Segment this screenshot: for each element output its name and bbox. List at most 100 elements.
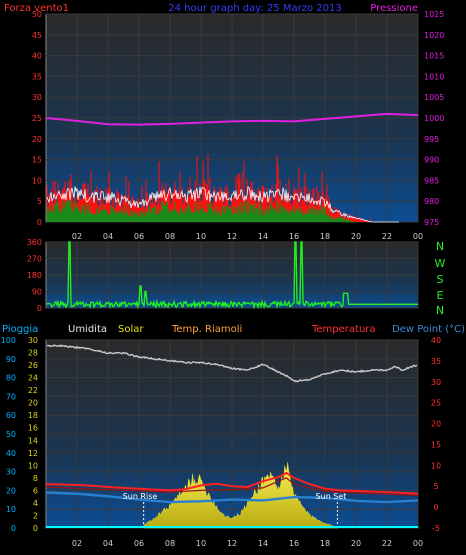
temp-x-tick-label: 20 (351, 539, 361, 548)
temp-tick-label: 5 (433, 482, 438, 491)
wind-x-tick-label: 18 (320, 232, 330, 241)
wind-x-tick-label: 04 (103, 232, 113, 241)
temp-tick-label: 0 (433, 503, 438, 512)
temp-x-tick-label: 12 (227, 539, 237, 548)
pressure-tick-label: 975 (424, 218, 439, 227)
chart-layers: 0510152025303540455097598098599099510001… (1, 10, 445, 548)
pressure-line (45, 112, 419, 126)
solar-tick-label: 10 (28, 461, 38, 470)
pressure-tick-label: 995 (424, 135, 439, 144)
wind-tick-label: 5 (37, 197, 42, 206)
direction-tick-label: 90 (32, 288, 42, 297)
pioggia-tick-label: 10 (6, 505, 16, 514)
legend-temp-riamoli: Temp. Riamoli (171, 324, 242, 335)
pressure-tick-label: 1000 (424, 114, 444, 123)
dew-point-line (45, 491, 419, 504)
temp-x-tick-label: 04 (103, 539, 113, 548)
temp-riamoli-line (45, 477, 419, 497)
solar-tick-label: 6 (33, 486, 38, 495)
solar-tick-label: 22 (28, 386, 38, 395)
wind-direction-line (46, 241, 418, 310)
pioggia-tick-label: 70 (6, 392, 16, 401)
pioggia-tick-label: 30 (6, 468, 16, 477)
solar-tick-label: 28 (28, 349, 38, 358)
pressure-tick-label: 985 (424, 176, 439, 185)
legend-solar: Solar (118, 324, 144, 335)
temp-x-tick-label: 08 (165, 539, 175, 548)
compass-e: E (437, 289, 444, 302)
wind-tick-label: 30 (32, 93, 42, 102)
solar-tick-label: 8 (33, 474, 38, 483)
wind-tick-label: 0 (37, 218, 42, 227)
legend-dew-point: Dew Point (°C) (392, 324, 465, 335)
wind-tick-label: 45 (32, 31, 42, 40)
temp-tick-label: 15 (431, 440, 441, 449)
compass-s: S (437, 273, 444, 286)
direction-tick-label: 270 (27, 255, 42, 264)
temp-tick-label: 25 (431, 399, 441, 408)
solar-tick-label: 24 (28, 374, 38, 383)
wind-tick-label: 20 (32, 135, 42, 144)
temp-x-tick-label: 00 (413, 539, 423, 548)
solar-tick-label: 0 (33, 524, 38, 533)
pressure-tick-label: 980 (424, 197, 439, 206)
legend-temperatura: Temperatura (311, 324, 376, 335)
wind-x-tick-label: 14 (258, 232, 268, 241)
wind-x-tick-label: 00 (413, 232, 423, 241)
temp-x-tick-label: 22 (382, 539, 392, 548)
solar-tick-label: 2 (33, 511, 38, 520)
pressure-tick-label: 1005 (424, 93, 444, 102)
temperature-line (45, 471, 419, 495)
compass-n-top: N (436, 240, 444, 253)
graph-title: 24 hour graph day: 25 Marzo 2013 (168, 3, 341, 14)
pressure-tick-label: 1015 (424, 52, 444, 61)
sun-set-label: Sun Set (316, 492, 347, 501)
pioggia-tick-label: 100 (1, 336, 16, 345)
solar-tick-label: 4 (33, 499, 38, 508)
solar-tick-label: 18 (28, 411, 38, 420)
pioggia-tick-label: 0 (11, 524, 16, 533)
temp-tick-label: 20 (431, 420, 441, 429)
pioggia-tick-label: 60 (6, 411, 16, 420)
pioggia-tick-label: 80 (6, 374, 16, 383)
temp-tick-label: 30 (431, 378, 441, 387)
wind-average-bars (46, 198, 356, 222)
temp-x-tick-label: 16 (289, 539, 299, 548)
direction-tick-label: 360 (27, 238, 42, 247)
direction-tick-label: 180 (27, 271, 42, 280)
pressure-tick-label: 1025 (424, 10, 444, 19)
solar-tick-label: 30 (28, 336, 38, 345)
wind-x-tick-label: 08 (165, 232, 175, 241)
wind-x-tick-label: 16 (289, 232, 299, 241)
pioggia-tick-label: 50 (6, 430, 16, 439)
legend-pioggia: Pioggia (2, 324, 38, 335)
wind-gust-line (46, 185, 399, 223)
solar-tick-label: 16 (28, 424, 38, 433)
temp-x-tick-label: 18 (320, 539, 330, 548)
solar-tick-label: 26 (28, 361, 38, 370)
wind-tick-label: 35 (32, 72, 42, 81)
temp-tick-label: 10 (431, 461, 441, 470)
pressure-tick-label: 1010 (424, 72, 444, 81)
temp-tick-label: 35 (431, 357, 441, 366)
wind-tick-label: 50 (32, 10, 42, 19)
sun-rise-label: Sun Rise (123, 492, 158, 501)
pressure-tick-label: 990 (424, 156, 439, 165)
temp-x-tick-label: 10 (196, 539, 206, 548)
pressure-tick-label: 1020 (424, 31, 444, 40)
pioggia-tick-label: 20 (6, 486, 16, 495)
compass-w: W (435, 257, 446, 270)
wind-tick-label: 25 (32, 114, 42, 123)
wind-tick-label: 10 (32, 176, 42, 185)
pioggia-tick-label: 40 (6, 449, 16, 458)
wind-tick-label: 40 (32, 52, 42, 61)
solar-tick-label: 14 (28, 436, 38, 445)
wind-tick-label: 15 (32, 156, 42, 165)
wind-x-tick-label: 20 (351, 232, 361, 241)
legend-umidita: Umidita (68, 324, 107, 335)
compass-n-bottom: N (436, 304, 444, 317)
pioggia-tick-label: 90 (6, 355, 16, 364)
solar-area (143, 462, 338, 529)
